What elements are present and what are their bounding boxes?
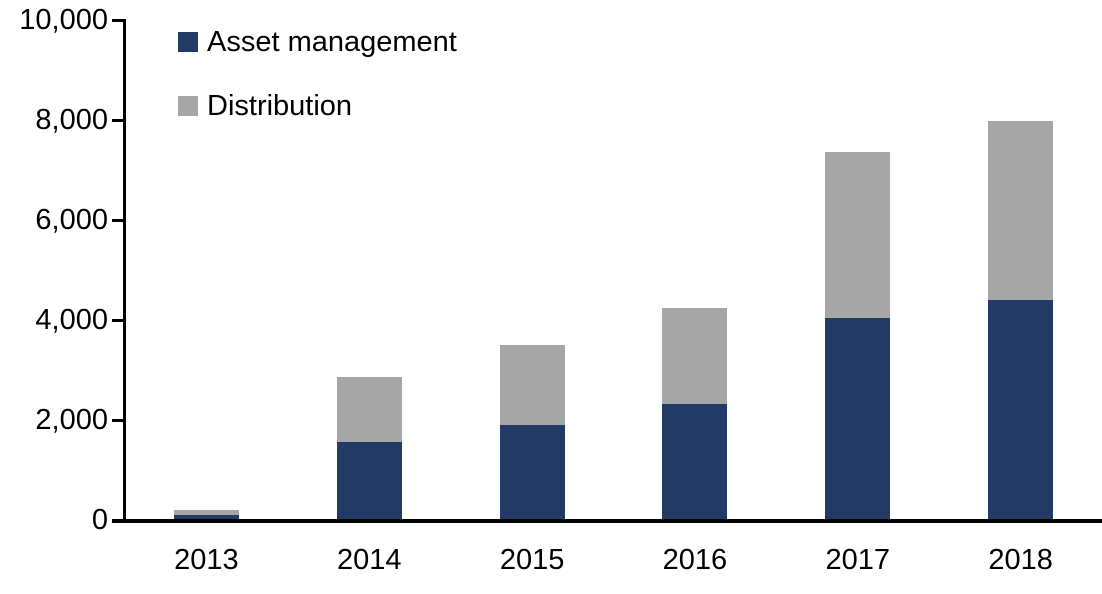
bar-segment-distribution-2018	[988, 121, 1054, 300]
x-axis-line	[112, 519, 1102, 523]
legend-item-distribution: Distribution	[178, 91, 457, 121]
bar-segment-asset-management-2016	[662, 404, 728, 520]
bar-segment-distribution-2015	[499, 344, 565, 425]
bar-segment-asset-management-2013	[173, 515, 239, 520]
x-tick-label-2015: 2015	[499, 544, 565, 576]
y-tick	[112, 218, 126, 222]
y-tick-label: 4,000	[35, 304, 108, 336]
x-tick-label-2013: 2013	[174, 544, 239, 576]
x-tick-label-2017: 2017	[825, 544, 890, 576]
bar-segment-asset-management-2017	[825, 317, 891, 520]
x-tick-label-2018: 2018	[988, 544, 1053, 576]
y-tick	[112, 418, 126, 422]
y-tick-label: 2,000	[35, 404, 108, 436]
bar-segment-distribution-2014	[336, 376, 402, 442]
bar-segment-asset-management-2014	[336, 442, 402, 520]
y-tick	[112, 318, 126, 322]
bar-segment-distribution-2017	[825, 152, 891, 318]
legend-swatch-distribution	[178, 96, 198, 116]
bar-segment-distribution-2016	[662, 308, 728, 404]
y-tick-label: 6,000	[35, 204, 108, 236]
x-tick-label-2014: 2014	[336, 544, 402, 576]
legend-label-distribution: Distribution	[207, 90, 353, 122]
y-axis-line	[123, 19, 126, 521]
legend-item-asset-management: Asset management	[178, 27, 457, 57]
legend: Asset management Distribution	[178, 27, 457, 155]
bar-segment-asset-management-2015	[499, 424, 565, 520]
bar-segment-asset-management-2018	[988, 299, 1054, 520]
legend-label-asset-management: Asset management	[207, 26, 457, 58]
y-tick-label: 8,000	[35, 104, 108, 136]
y-tick	[112, 118, 126, 122]
legend-swatch-asset-management	[178, 32, 198, 52]
bar-segment-distribution-2013	[173, 509, 239, 515]
y-tick-label: 10,000	[19, 4, 108, 36]
y-tick-label: 0	[91, 504, 108, 536]
x-tick-label-2016: 2016	[662, 544, 728, 576]
y-tick	[112, 18, 126, 22]
